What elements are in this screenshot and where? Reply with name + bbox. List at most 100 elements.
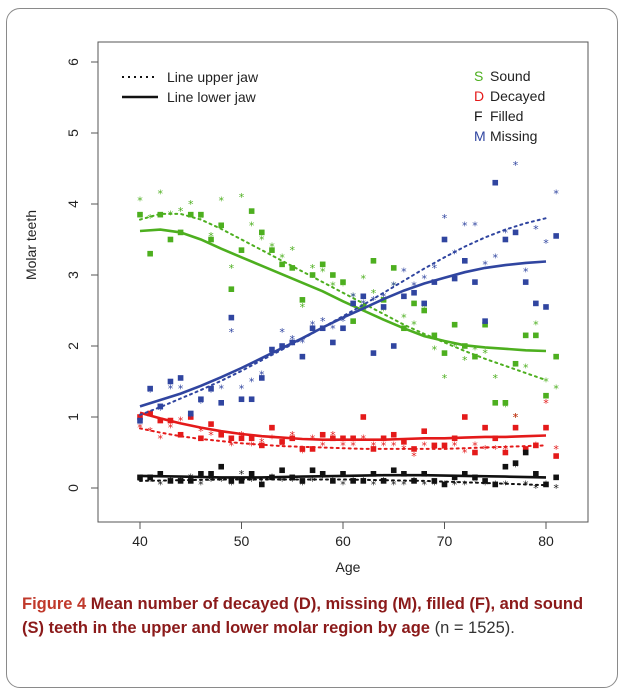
point-lower-f: [543, 481, 549, 488]
point-upper-m: *: [391, 280, 397, 293]
point-upper-s: *: [330, 280, 336, 293]
point-lower-f: [441, 481, 448, 488]
point-lower-m: [553, 233, 559, 239]
point-lower-f: [553, 474, 559, 481]
curve-upper-d: [139, 427, 547, 450]
point-upper-m: *: [533, 223, 539, 236]
point-lower-d: [269, 424, 275, 431]
point-upper-s: *: [279, 251, 285, 264]
point-upper-d: *: [340, 439, 346, 452]
point-upper-m: *: [442, 212, 448, 225]
curve-upper-s: [139, 212, 547, 382]
point-upper-s: *: [208, 230, 214, 243]
legend-line-lower-label: Line lower jaw: [167, 89, 257, 105]
point-lower-f: [198, 471, 204, 477]
point-upper-m: *: [259, 368, 265, 381]
point-upper-m: *: [472, 219, 478, 232]
point-lower-s: [218, 222, 224, 229]
caption-label: Figure 4: [22, 595, 87, 613]
point-lower-d: [401, 439, 407, 445]
point-lower-m: [502, 236, 509, 243]
legend-lines: Line upper jaw Line lower jaw: [122, 69, 259, 105]
point-upper-d: *: [513, 411, 519, 424]
caption-period: .: [510, 619, 515, 637]
point-lower-s: [451, 321, 458, 328]
point-upper-s: *: [442, 372, 448, 385]
point-upper-s: *: [523, 361, 529, 374]
point-lower-d: [208, 421, 214, 427]
point-lower-m: [330, 339, 336, 346]
point-lower-f: [218, 463, 224, 470]
point-lower-m: [492, 179, 499, 186]
point-lower-f: [208, 471, 214, 477]
point-lower-m: [167, 378, 174, 385]
point-lower-m: [309, 325, 316, 332]
point-lower-m: [421, 300, 427, 307]
point-lower-m: [228, 314, 235, 321]
point-lower-m: [157, 403, 164, 410]
point-lower-m: [543, 304, 549, 310]
point-lower-f: [390, 467, 397, 474]
point-upper-d: *: [493, 443, 499, 456]
x-tick-label: 80: [538, 533, 554, 549]
point-lower-d: [279, 439, 285, 445]
point-upper-s: *: [411, 319, 417, 332]
point-lower-d: [137, 414, 143, 420]
legend-line-upper-label: Line upper jaw: [167, 69, 259, 85]
point-lower-d: [492, 435, 499, 442]
point-lower-d: [431, 442, 438, 449]
point-upper-m: *: [208, 386, 214, 399]
point-lower-s: [187, 211, 194, 218]
point-lower-s: [421, 307, 427, 314]
point-upper-f: *: [290, 475, 296, 488]
y-tick-label: 5: [65, 129, 81, 137]
y-tick-label: 1: [65, 413, 81, 421]
point-lower-s: [309, 272, 316, 278]
point-upper-s: *: [452, 340, 458, 353]
point-lower-f: [360, 478, 367, 484]
legend-categories: S Sound D Decayed F Filled M Missing: [474, 68, 545, 144]
point-upper-f: *: [503, 478, 509, 491]
point-upper-f: *: [513, 461, 519, 474]
point-upper-m: *: [523, 265, 529, 278]
point-upper-s: *: [158, 187, 164, 200]
point-lower-d: [187, 414, 194, 420]
point-lower-s: [512, 360, 519, 367]
point-lower-d: [147, 410, 153, 417]
point-lower-m: [248, 396, 255, 403]
point-upper-f: *: [147, 475, 153, 488]
point-upper-f: *: [198, 478, 204, 491]
point-upper-m: *: [249, 376, 255, 389]
caption-sample-size: (n = 1525): [434, 619, 511, 637]
point-lower-f: [177, 478, 184, 484]
legend-letter-d: D: [474, 88, 484, 104]
point-lower-s: [137, 211, 143, 218]
point-upper-s: *: [188, 198, 194, 211]
point-upper-s: *: [218, 194, 224, 207]
point-lower-s: [319, 261, 326, 268]
point-upper-m: *: [239, 383, 245, 396]
point-lower-f: [492, 481, 499, 488]
legend-letter-s: S: [474, 68, 483, 84]
point-lower-s: [350, 318, 356, 324]
point-upper-s: *: [320, 265, 326, 278]
curve-lower-m: [139, 260, 547, 408]
point-lower-m: [451, 275, 458, 282]
point-lower-d: [259, 442, 265, 449]
point-lower-f: [533, 471, 539, 477]
point-upper-d: *: [158, 432, 164, 445]
point-upper-s: *: [543, 376, 549, 389]
point-lower-d: [340, 435, 346, 442]
point-upper-d: *: [168, 422, 174, 435]
point-upper-s: *: [401, 312, 407, 325]
point-upper-s: *: [513, 411, 519, 424]
point-upper-m: *: [543, 237, 549, 250]
point-lower-d: [309, 446, 316, 452]
point-upper-s: *: [290, 244, 296, 257]
point-lower-m: [279, 343, 285, 349]
point-upper-m: *: [381, 290, 387, 303]
point-upper-s: *: [503, 400, 509, 413]
point-lower-f: [350, 478, 356, 484]
point-upper-m: *: [401, 265, 407, 278]
point-lower-s: [441, 350, 448, 356]
